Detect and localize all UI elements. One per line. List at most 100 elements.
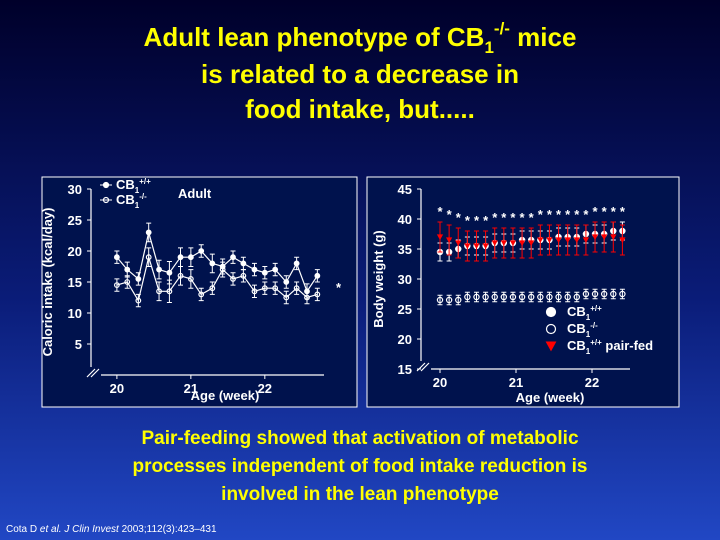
error-bar xyxy=(492,291,498,303)
significance: * xyxy=(583,207,589,222)
marker xyxy=(198,248,205,254)
error-bar xyxy=(156,281,162,302)
error-bar xyxy=(178,266,184,286)
marker xyxy=(545,306,557,318)
marker xyxy=(601,234,608,241)
x-tick-label: 20 xyxy=(110,381,124,396)
marker xyxy=(491,293,498,301)
marker xyxy=(272,285,279,292)
significance: * xyxy=(474,213,480,228)
y-tick-label: 40 xyxy=(398,212,412,227)
error-bar xyxy=(519,291,525,303)
marker xyxy=(545,323,557,335)
annotation: Adult xyxy=(178,186,212,201)
error-bar xyxy=(135,293,141,308)
legend-label: CB1-/- xyxy=(116,192,147,210)
error-bar xyxy=(574,291,580,303)
significance: * xyxy=(465,213,471,228)
error-bar xyxy=(124,275,130,289)
marker xyxy=(314,291,321,298)
marker xyxy=(600,290,608,298)
y-tick-label: 25 xyxy=(68,213,82,228)
significance: * xyxy=(456,210,462,225)
marker xyxy=(545,341,557,352)
marker xyxy=(591,234,599,241)
error-bar xyxy=(304,290,310,305)
legend-sub: 1 xyxy=(586,313,591,322)
marker xyxy=(124,266,131,273)
marker xyxy=(546,293,553,301)
legend-sub: 1 xyxy=(135,186,140,195)
marker xyxy=(455,296,462,304)
marker xyxy=(537,293,544,301)
error-bar xyxy=(230,272,236,286)
title-line: food intake, but..... xyxy=(245,94,475,124)
significance: * xyxy=(547,207,553,222)
marker xyxy=(187,276,194,282)
error-bar xyxy=(510,291,516,303)
error-bar xyxy=(209,281,215,295)
marker xyxy=(209,260,216,267)
error-bar xyxy=(188,269,194,289)
marker xyxy=(573,293,581,301)
marker xyxy=(293,285,300,292)
marker xyxy=(177,254,184,261)
marker xyxy=(156,288,162,295)
marker xyxy=(198,291,205,298)
marker xyxy=(135,297,142,304)
legend-suffix: pair-fed xyxy=(602,338,653,353)
marker xyxy=(610,234,617,241)
marker xyxy=(261,269,268,276)
error-bar xyxy=(619,288,625,300)
legend-sup: +/+ xyxy=(590,304,602,313)
marker xyxy=(582,290,590,298)
marker xyxy=(555,237,562,244)
error-bar xyxy=(251,284,257,298)
error-bar xyxy=(565,291,571,303)
y-axis-label: Body weight (g) xyxy=(371,230,386,328)
marker xyxy=(293,260,300,267)
marker xyxy=(491,240,498,247)
error-bar xyxy=(528,291,534,303)
marker xyxy=(537,237,544,244)
marker xyxy=(113,254,120,261)
error-bar xyxy=(146,247,152,267)
marker xyxy=(145,229,152,236)
legend-sup: -/- xyxy=(590,321,598,330)
legend-sub: 1 xyxy=(586,330,591,339)
marker xyxy=(272,266,279,273)
significance: * xyxy=(574,207,580,222)
significance: * xyxy=(529,210,535,225)
legend-sup: +/+ xyxy=(139,177,151,186)
significance: * xyxy=(492,210,498,225)
marker xyxy=(619,290,626,298)
legend-name: CB xyxy=(567,321,586,336)
citation: Cota D et al. J Clin Invest 2003;112(3):… xyxy=(6,524,217,535)
marker xyxy=(582,237,590,244)
marker xyxy=(304,294,310,301)
error-bar xyxy=(166,279,172,303)
y-tick-label: 20 xyxy=(398,332,412,347)
marker xyxy=(473,243,480,250)
significance: * xyxy=(336,280,342,295)
significance: * xyxy=(447,207,453,222)
marker xyxy=(573,237,580,244)
legend-name: CB xyxy=(567,338,586,353)
error-bar xyxy=(592,288,598,300)
error-bar xyxy=(610,288,616,300)
error-bar xyxy=(556,291,562,303)
legend-label: CB1+/+ pair-fed xyxy=(567,338,653,356)
marker xyxy=(230,276,236,282)
y-tick-label: 20 xyxy=(68,244,82,259)
error-bar xyxy=(537,291,543,303)
marker xyxy=(564,293,571,301)
x-axis-label: Age (week) xyxy=(516,390,585,405)
y-tick-label: 45 xyxy=(398,182,412,197)
significance: * xyxy=(565,207,571,222)
marker xyxy=(124,279,131,285)
error-bar xyxy=(198,287,204,302)
error-bar xyxy=(473,291,479,303)
caption-line: involved in the lean phenotype xyxy=(221,484,499,505)
error-bar xyxy=(437,294,443,306)
